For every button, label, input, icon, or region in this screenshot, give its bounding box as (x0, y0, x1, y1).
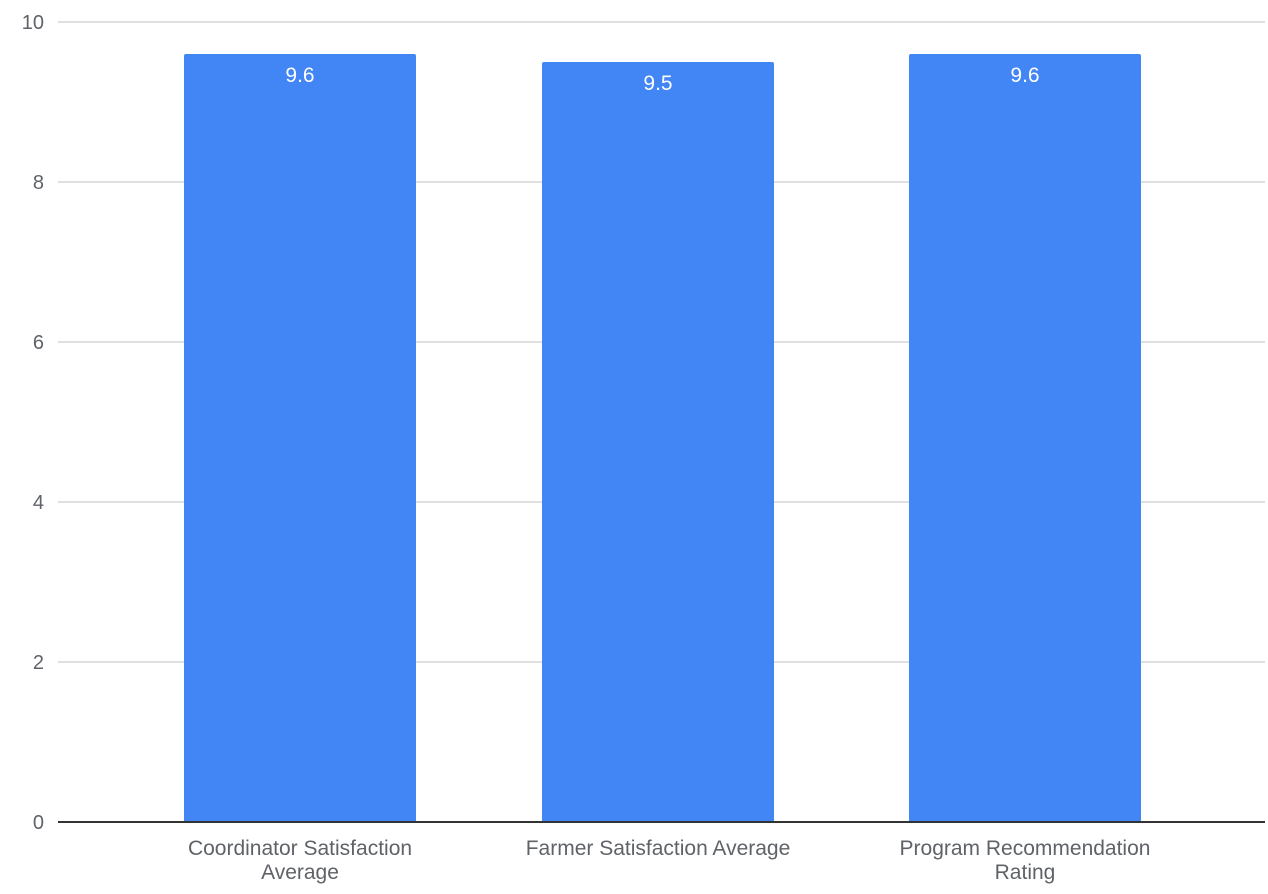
data-labels: 9.6 9.5 9.6 (285, 64, 1039, 95)
category-label-line: Program Recommendation (900, 837, 1151, 860)
category-label-line: Coordinator Satisfaction (188, 837, 412, 860)
data-label: 9.5 (643, 72, 672, 95)
y-tick-label: 0 (33, 812, 44, 834)
bar-1 (184, 54, 416, 822)
y-tick-label: 2 (33, 652, 44, 674)
category-label-line: Rating (995, 861, 1056, 884)
y-tick-label: 8 (33, 172, 44, 194)
category-label: Program Recommendation Rating (900, 837, 1151, 884)
bar-2 (542, 62, 774, 822)
y-tick-label: 10 (22, 12, 44, 34)
x-axis-category-labels: Coordinator Satisfaction Average Farmer Sa… (188, 837, 1151, 884)
y-tick-label: 4 (33, 492, 44, 514)
category-label: Farmer Satisfaction Average (526, 837, 791, 860)
category-label: Coordinator Satisfaction Average (188, 837, 412, 884)
bars (184, 54, 1141, 822)
data-label: 9.6 (1010, 64, 1039, 87)
y-axis-tick-labels: 0 2 4 6 8 10 (22, 12, 44, 834)
data-label: 9.6 (285, 64, 314, 87)
bar-3 (909, 54, 1141, 822)
y-tick-label: 6 (33, 332, 44, 354)
category-label-line: Farmer Satisfaction Average (526, 837, 791, 860)
category-label-line: Average (261, 861, 339, 884)
